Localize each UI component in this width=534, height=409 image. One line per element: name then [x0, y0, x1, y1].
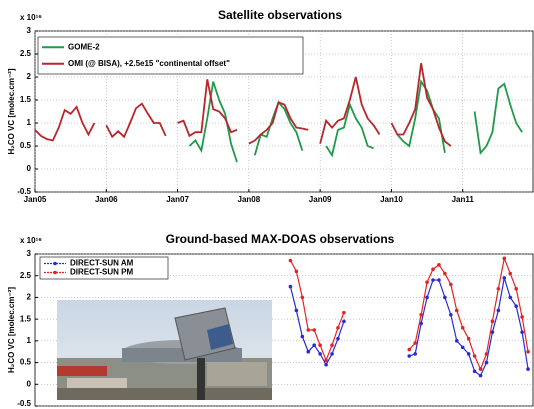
- data-point: [330, 343, 334, 347]
- y-tick-label: -0.5: [17, 399, 31, 408]
- data-point: [437, 278, 441, 282]
- data-point: [520, 315, 524, 319]
- y-tick-label: 2.5: [20, 271, 32, 280]
- x-tick-label: Jan10: [380, 195, 403, 204]
- data-point: [461, 346, 465, 350]
- data-point: [461, 326, 465, 330]
- series-line: [35, 63, 451, 146]
- data-point: [330, 352, 334, 356]
- chart-title: Ground-based MAX-DOAS observations: [166, 232, 395, 246]
- data-point: [526, 367, 530, 371]
- data-point: [526, 350, 530, 354]
- data-point: [342, 320, 346, 324]
- y-tick-label: 2: [27, 293, 32, 302]
- y-tick-label: 1: [27, 336, 32, 345]
- chart-title: Satellite observations: [218, 8, 342, 22]
- data-point: [419, 313, 423, 317]
- data-point: [485, 361, 489, 365]
- data-point: [514, 304, 518, 308]
- data-point: [508, 296, 512, 300]
- data-point: [443, 296, 447, 300]
- y-multiplier: x 10¹⁶: [20, 236, 42, 245]
- data-point: [318, 343, 322, 347]
- data-point: [431, 278, 435, 282]
- data-point: [407, 348, 411, 352]
- data-point: [479, 367, 483, 371]
- y-tick-label: 0.5: [20, 358, 32, 367]
- data-point: [425, 280, 429, 284]
- legend-label: DIRECT-SUN PM: [70, 268, 133, 277]
- data-point: [467, 352, 471, 356]
- data-point: [306, 328, 310, 332]
- legend-label: GOME-2: [68, 42, 100, 51]
- data-point: [508, 272, 512, 276]
- data-point: [502, 257, 506, 261]
- series-line: [189, 82, 522, 163]
- data-point: [497, 287, 501, 291]
- data-point: [289, 285, 293, 289]
- data-point: [342, 311, 346, 315]
- data-point: [301, 296, 305, 300]
- data-point: [413, 341, 417, 345]
- x-tick-label: Jan06: [95, 195, 118, 204]
- data-point: [479, 374, 483, 378]
- x-tick-label: Jan08: [238, 195, 261, 204]
- y-axis-label: H₂CO VC [molec.cm⁻²]: [7, 287, 16, 373]
- data-point: [473, 369, 477, 373]
- x-tick-label: Jan07: [166, 195, 189, 204]
- x-tick-label: Jan05: [24, 195, 47, 204]
- y-multiplier: x 10¹⁶: [20, 13, 42, 22]
- data-point: [336, 326, 340, 330]
- x-tick-label: Jan09: [309, 195, 332, 204]
- data-point: [425, 296, 429, 300]
- data-point: [455, 309, 459, 313]
- legend-label: DIRECT-SUN AM: [70, 259, 134, 268]
- y-tick-label: 0: [27, 164, 32, 173]
- data-point: [413, 352, 417, 356]
- data-point: [312, 343, 316, 347]
- legend-marker: [53, 262, 57, 266]
- data-point: [295, 309, 299, 313]
- data-point: [473, 354, 477, 358]
- data-point: [437, 263, 441, 267]
- y-tick-label: 1.5: [20, 95, 32, 104]
- data-point: [443, 272, 447, 276]
- data-point: [502, 276, 506, 280]
- data-point: [289, 259, 293, 263]
- y-tick-label: 3: [27, 26, 32, 35]
- data-point: [306, 350, 310, 354]
- data-point: [324, 363, 328, 367]
- y-tick-label: 2: [27, 72, 32, 81]
- y-tick-label: 2.5: [20, 49, 32, 58]
- data-point: [318, 352, 322, 356]
- data-point: [336, 337, 340, 341]
- y-tick-label: 0.5: [20, 141, 32, 150]
- data-point: [455, 339, 459, 343]
- y-tick-label: 1.5: [20, 314, 32, 323]
- data-point: [295, 270, 299, 274]
- page: Satellite observations x 10¹⁶ H₂CO VC [mol…: [0, 0, 534, 409]
- data-point: [497, 309, 501, 313]
- y-tick-label: 0: [27, 379, 32, 388]
- data-point: [467, 337, 471, 341]
- photo-inset: [57, 300, 272, 400]
- data-point: [312, 328, 316, 332]
- data-point: [491, 320, 495, 324]
- series-line: [290, 258, 528, 369]
- data-point: [449, 283, 453, 287]
- data-point: [520, 330, 524, 334]
- data-point: [449, 313, 453, 317]
- legend-marker: [53, 271, 57, 275]
- data-point: [514, 287, 518, 291]
- data-point: [431, 267, 435, 271]
- y-axis-label: H₂CO VC [molec.cm⁻²]: [7, 68, 16, 154]
- data-point: [324, 359, 328, 363]
- y-tick-label: 3: [27, 249, 32, 258]
- data-point: [407, 354, 411, 358]
- legend-label: OMI (@ BISA), +2.5e15 "continental offse…: [68, 59, 230, 68]
- y-tick-label: 1: [27, 118, 32, 127]
- data-point: [301, 335, 305, 339]
- data-point: [485, 352, 489, 356]
- x-tick-label: Jan11: [452, 195, 475, 204]
